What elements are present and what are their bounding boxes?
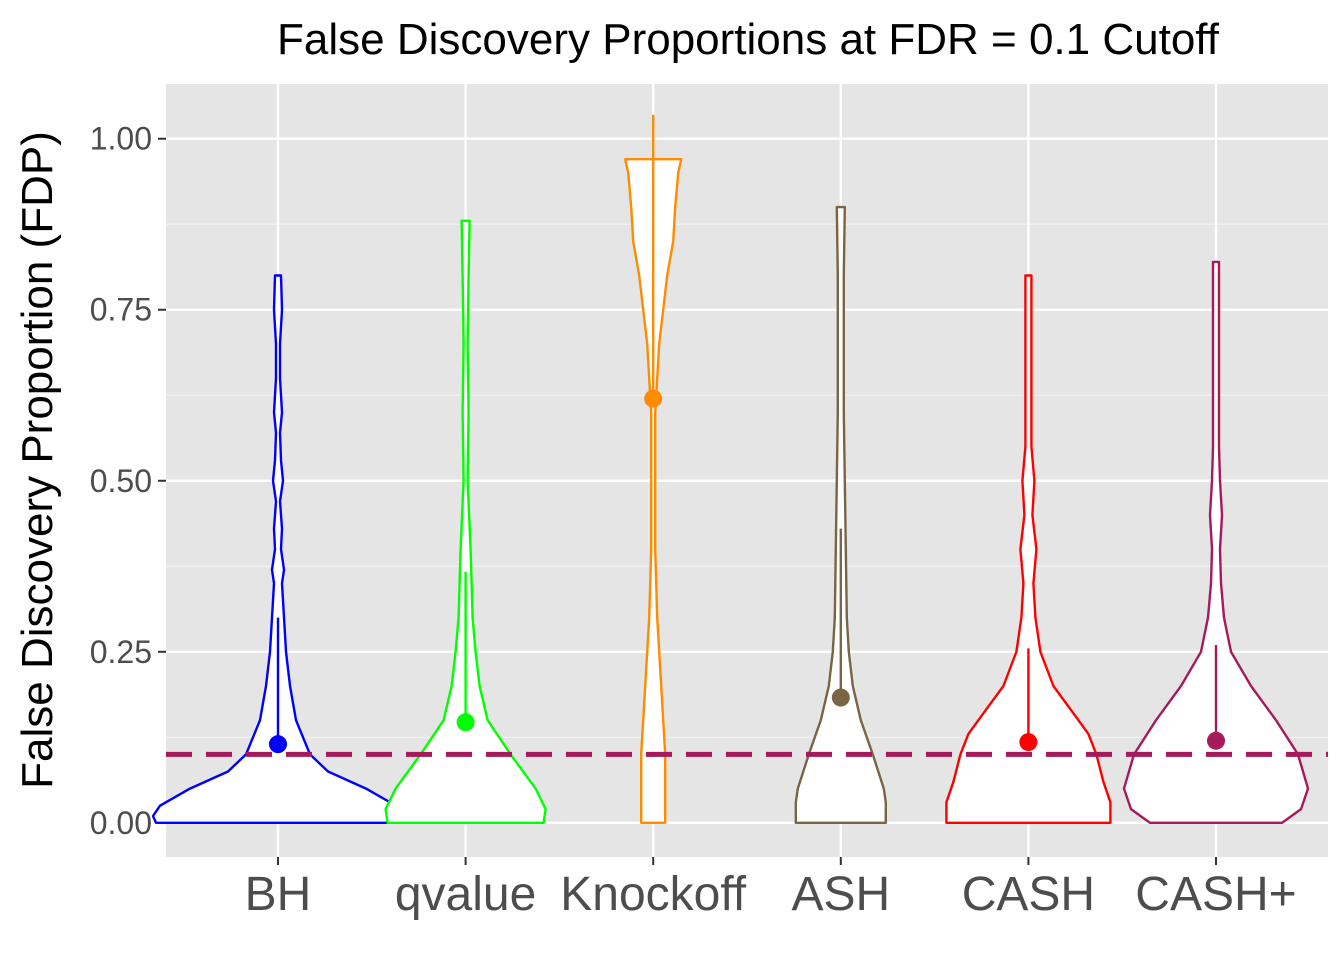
y-tick-label: 0.50: [90, 463, 152, 499]
mean-markers: [269, 389, 1225, 754]
mean-point: [1019, 733, 1038, 752]
violin-ash: [794, 205, 887, 824]
violin-knockoff: [624, 158, 683, 824]
mean-point: [831, 688, 850, 707]
x-tick-label: CASH+: [1135, 868, 1296, 921]
x-tick-label: Knockoff: [560, 868, 747, 921]
y-tick-label: 1.00: [90, 121, 152, 157]
violin-cash: [945, 274, 1112, 824]
y-tick-label: 0.00: [90, 805, 152, 841]
mean-point: [269, 735, 287, 754]
y-axis-ticks: 0.00 0.25 0.50 0.75 1.00: [90, 121, 166, 841]
x-tick-label: BH: [245, 868, 312, 921]
y-tick-label: 0.25: [90, 634, 152, 670]
violin-qvalue: [384, 219, 547, 824]
x-tick-label: CASH: [962, 868, 1095, 921]
x-tick-label: qvalue: [395, 868, 536, 921]
plot-panel: [166, 84, 1328, 857]
violin-bh: [151, 274, 405, 824]
x-tick-label: ASH: [791, 868, 890, 921]
mean-point: [1207, 731, 1225, 750]
y-tick-label: 0.75: [90, 292, 152, 328]
y-axis-label: False Discovery Proportion (FDP): [13, 131, 62, 789]
violins: [151, 114, 1310, 824]
x-axis-ticks: BH qvalue Knockoff ASH CASH CASH+: [245, 857, 1297, 921]
mean-point: [456, 713, 475, 732]
mean-point: [644, 389, 663, 408]
violin-cash-: [1122, 260, 1310, 824]
chart-title: False Discovery Proportions at FDR = 0.1…: [277, 15, 1220, 64]
